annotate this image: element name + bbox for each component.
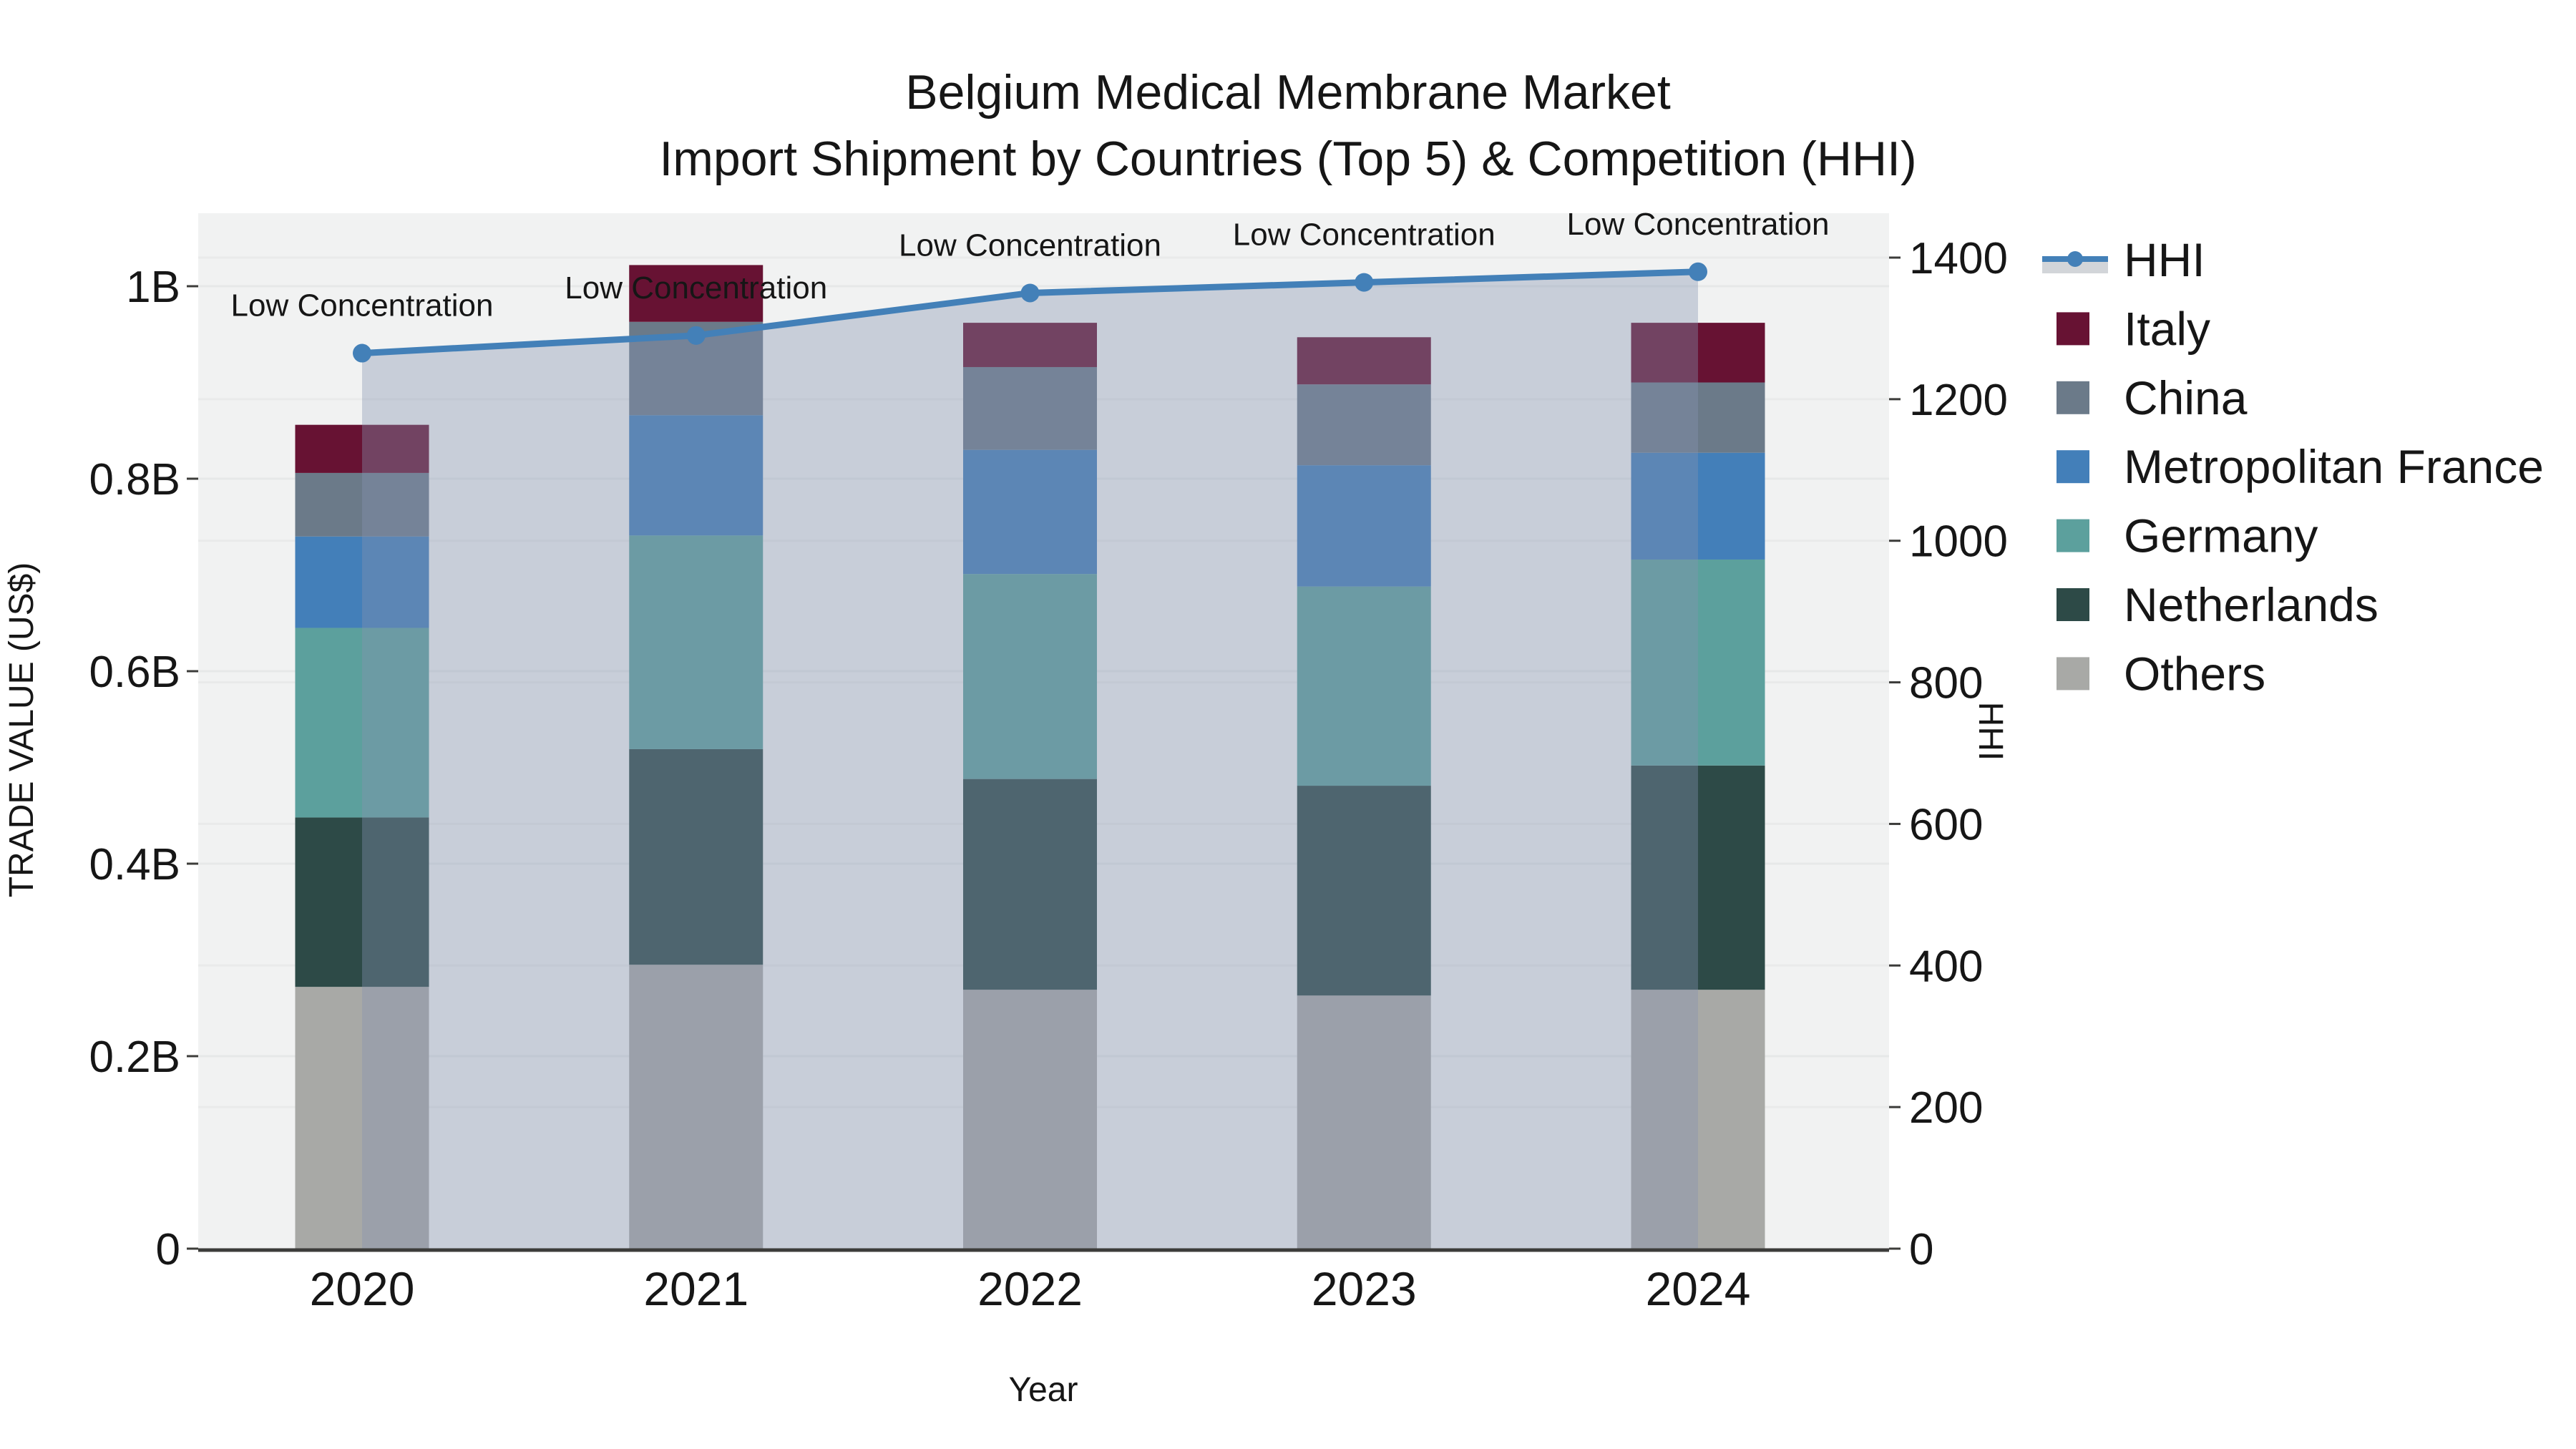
y-right-tick-label: 400	[1909, 942, 1983, 991]
legend-layer: HHI Italy China Metropolitan France Germany N…	[2042, 233, 2544, 700]
bar-segment-metropolitan-france-2022[interactable]	[963, 449, 1097, 575]
bar-segment-netherlands-2022[interactable]	[963, 779, 1097, 990]
legend-label-metropolitan-france: Metropolitan France	[2124, 440, 2544, 493]
y-right-tick-label: 1400	[1909, 234, 2008, 283]
bar-segment-others-2021[interactable]	[629, 965, 763, 1249]
hhi-area-fill	[362, 271, 1698, 1249]
legend-swatch-metropolitan-france	[2057, 450, 2089, 484]
hhi-marker-2023[interactable]	[1355, 273, 1374, 292]
bar-segment-netherlands-2024[interactable]	[1631, 765, 1765, 990]
bar-segment-metropolitan-france-2024[interactable]	[1631, 452, 1765, 560]
bar-segment-others-2023[interactable]	[1297, 995, 1431, 1249]
hhi-marker-2021[interactable]	[686, 326, 706, 345]
legend-item-italy[interactable]: Italy	[2057, 302, 2210, 355]
legend-label-china: China	[2124, 371, 2248, 424]
legend-swatch-others	[2057, 657, 2089, 691]
legend-label-hhi: HHI	[2124, 233, 2205, 286]
x-tick-label-2021: 2021	[643, 1262, 748, 1315]
y-left-tick-label: 1B	[126, 263, 180, 312]
bar-segment-germany-2022[interactable]	[963, 574, 1097, 779]
y-right-tick-label: 0	[1909, 1225, 1933, 1274]
bar-segment-italy-2020[interactable]	[295, 424, 429, 473]
y-left-axis-title: TRADE VALUE (US$)	[3, 562, 41, 898]
bar-segment-others-2024[interactable]	[1631, 990, 1765, 1249]
x-tick-label-2020: 2020	[310, 1262, 415, 1315]
legend-item-china[interactable]: China	[2057, 371, 2248, 424]
legend-label-others: Others	[2124, 647, 2265, 700]
legend-label-italy: Italy	[2124, 302, 2210, 355]
chart-title-line2: Import Shipment by Countries (Top 5) & C…	[659, 132, 1916, 186]
y-left-tick-label: 0.8B	[89, 455, 180, 504]
bar-segment-netherlands-2021[interactable]	[629, 748, 763, 965]
y-left-tick-label: 0.6B	[89, 648, 180, 697]
y-right-tick-label: 600	[1909, 800, 1983, 849]
legend-swatch-italy	[2057, 312, 2089, 346]
legend-item-germany[interactable]: Germany	[2057, 509, 2318, 562]
bar-segment-others-2022[interactable]	[963, 990, 1097, 1249]
bar-segment-netherlands-2023[interactable]	[1297, 786, 1431, 996]
y-left-tick-label: 0	[156, 1225, 180, 1274]
bar-segment-china-2024[interactable]	[1631, 382, 1765, 453]
bar-segment-italy-2021[interactable]	[629, 265, 763, 322]
annotation-2022: Low Concentration	[899, 228, 1161, 263]
x-tick-label-2022: 2022	[977, 1262, 1083, 1315]
hhi-marker-2024[interactable]	[1689, 262, 1707, 281]
bar-segment-others-2020[interactable]	[295, 987, 429, 1249]
annotation-2024: Low Concentration	[1567, 207, 1830, 242]
bar-segment-metropolitan-france-2020[interactable]	[295, 536, 429, 628]
bar-segment-italy-2024[interactable]	[1631, 323, 1765, 383]
hhi-marker-2022[interactable]	[1020, 283, 1040, 303]
bar-segment-metropolitan-france-2021[interactable]	[629, 415, 763, 536]
legend-swatch-netherlands	[2057, 588, 2089, 621]
bar-segment-netherlands-2020[interactable]	[295, 817, 429, 987]
bar-segment-china-2020[interactable]	[295, 472, 429, 537]
bar-segment-germany-2024[interactable]	[1631, 559, 1765, 766]
bar-segment-germany-2020[interactable]	[295, 628, 429, 818]
y-left-tick-label: 0.4B	[89, 840, 180, 889]
y-right-tick-label: 800	[1909, 659, 1983, 708]
legend-swatch-germany	[2057, 519, 2089, 552]
legend-item-others[interactable]: Others	[2057, 647, 2265, 700]
legend-label-germany: Germany	[2124, 509, 2318, 562]
legend-item-metropolitan-france[interactable]: Metropolitan France	[2057, 440, 2544, 493]
legend-hhi-marker-sample	[2067, 251, 2083, 267]
bar-segment-italy-2023[interactable]	[1297, 337, 1431, 385]
chart-title-line1: Belgium Medical Membrane Market	[905, 65, 1671, 119]
y-right-axis-title: HHI	[1971, 702, 2009, 761]
x-axis-title: Year	[1009, 1371, 1078, 1409]
bar-segment-china-2022[interactable]	[963, 366, 1097, 450]
annotation-2020: Low Concentration	[231, 288, 494, 323]
bar-segment-china-2023[interactable]	[1297, 384, 1431, 466]
y-right-tick-label: 1200	[1909, 376, 2008, 425]
bar-segment-germany-2023[interactable]	[1297, 586, 1431, 786]
plot-layer: Low Concentration Low Concentration Low Co…	[89, 207, 2007, 1315]
legend-swatch-china	[2057, 381, 2089, 414]
bar-segment-italy-2022[interactable]	[963, 323, 1097, 367]
annotation-2021: Low Concentration	[565, 270, 827, 306]
legend-item-hhi[interactable]: HHI	[2042, 233, 2205, 286]
bar-segment-metropolitan-france-2023[interactable]	[1297, 465, 1431, 587]
bar-segment-germany-2021[interactable]	[629, 535, 763, 749]
legend-item-netherlands[interactable]: Netherlands	[2057, 578, 2379, 631]
x-tick-label-2024: 2024	[1646, 1262, 1751, 1315]
x-tick-label-2023: 2023	[1312, 1262, 1417, 1315]
hhi-marker-2020[interactable]	[353, 343, 371, 363]
y-right-tick-label: 1000	[1909, 517, 2008, 567]
y-left-tick-label: 0.2B	[89, 1033, 180, 1082]
annotation-2023: Low Concentration	[1233, 218, 1496, 253]
legend-label-netherlands: Netherlands	[2124, 578, 2379, 631]
y-right-tick-label: 200	[1909, 1083, 1983, 1133]
